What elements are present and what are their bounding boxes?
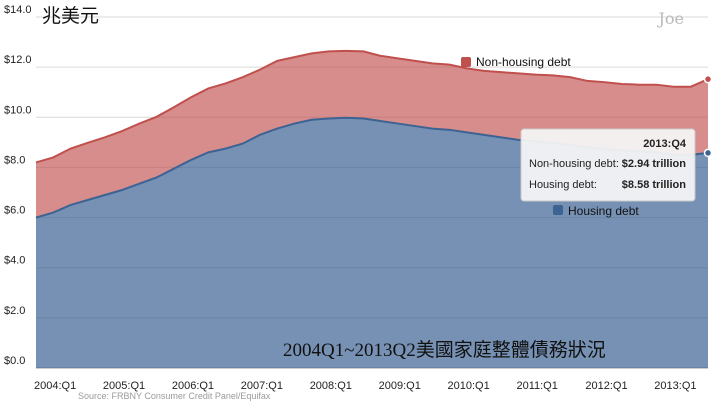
y-tick-label: $4.0 <box>4 255 25 267</box>
chart-caption: 2004Q1~2013Q2美國家庭整體債務狀況 <box>283 339 606 361</box>
legend-label-housing: Housing debt <box>568 204 639 218</box>
x-tick-label: 2012:Q1 <box>585 380 627 392</box>
tooltip-label-housing: Housing debt: <box>529 179 597 191</box>
x-tick-label: 2010:Q1 <box>448 380 490 392</box>
x-tick-label: 2006:Q1 <box>172 380 214 392</box>
y-tick-label: $12.0 <box>4 54 32 66</box>
x-tick-label: 2011:Q1 <box>516 380 557 392</box>
x-tick-label: 2005:Q1 <box>103 380 145 392</box>
y-tick-label: $2.0 <box>4 305 25 317</box>
tooltip-label-non-housing: Non-housing debt: <box>529 158 619 170</box>
x-axis-labels: 2004:Q1 2005:Q1 2006:Q1 2007:Q1 2008:Q1 2009:… <box>34 380 697 392</box>
x-tick-label: 2009:Q1 <box>379 380 421 392</box>
tooltip-period: 2013:Q4 <box>643 138 687 150</box>
tooltip: 2013:Q4 Non-housing debt: $2.94 trillion… <box>520 128 696 202</box>
y-tick-label: $0.0 <box>4 355 25 367</box>
hover-markers <box>703 74 713 158</box>
tooltip-value-housing: $8.58 trillion <box>622 179 686 191</box>
tooltip-value-non-housing: $2.94 trillion <box>622 158 686 170</box>
watermark: Joe <box>656 9 684 28</box>
y-tick-label: $6.0 <box>4 205 25 217</box>
marker-housing-debt <box>703 148 713 158</box>
legend-non-housing[interactable]: Non-housing debt <box>461 55 571 69</box>
line-non-housing-debt <box>35 49 709 164</box>
tooltip-box <box>520 128 696 202</box>
x-tick-label: 2007:Q1 <box>241 380 283 392</box>
legend-label-non-housing: Non-housing debt <box>476 55 571 69</box>
y-tick-label: $10.0 <box>4 104 32 116</box>
legend-housing[interactable]: Housing debt <box>553 204 639 218</box>
y-tick-label: $14.0 <box>4 4 32 16</box>
y-axis-labels: $0.0 $2.0 $4.0 $6.0 $8.0 $10.0 $12.0 $14.0 <box>4 4 32 367</box>
area-non-housing-debt <box>36 50 708 218</box>
chart-title: 兆美元 <box>42 5 99 27</box>
marker-non-housing-debt <box>703 74 713 84</box>
legend-swatch-non-housing <box>461 57 471 67</box>
source-note: Source: FRBNY Consumer Credit Panel/Equi… <box>78 391 271 401</box>
x-tick-label: 2008:Q1 <box>310 380 352 392</box>
y-tick-label: $8.0 <box>4 154 25 166</box>
legend-swatch-housing <box>553 205 563 215</box>
x-tick-label: 2004:Q1 <box>34 380 76 392</box>
x-tick-label: 2013:Q1 <box>654 380 696 392</box>
